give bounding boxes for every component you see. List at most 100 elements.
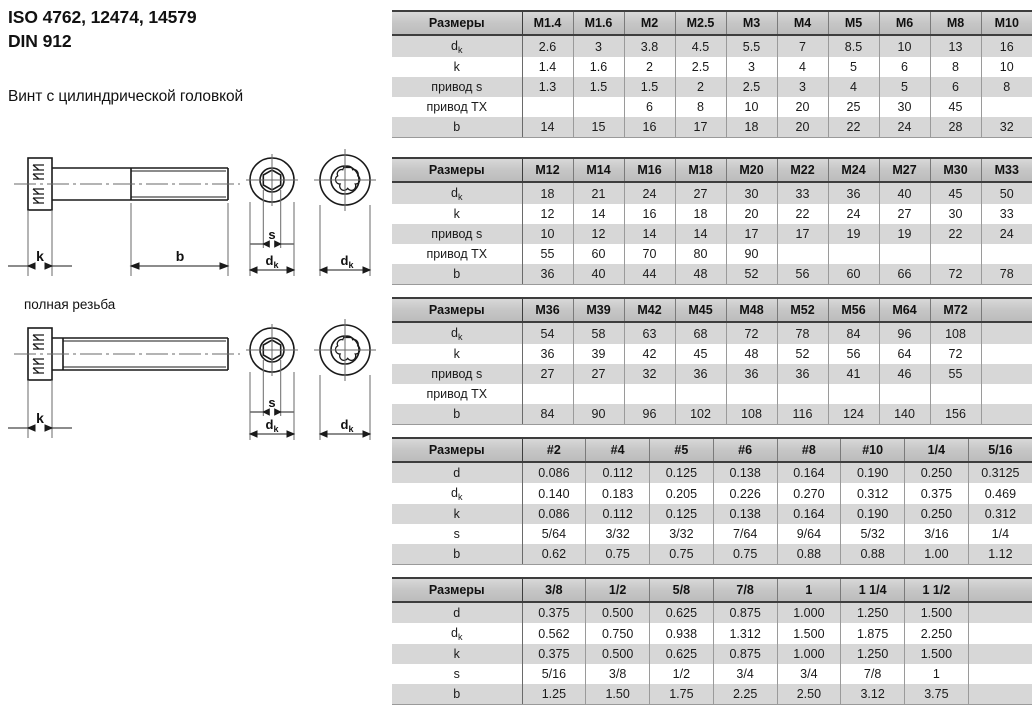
column-header-size: 1/4 xyxy=(904,437,969,463)
end-view-hex-socket-full xyxy=(246,324,298,376)
table-cell-empty xyxy=(573,384,625,404)
table-header-row: Размеры M12 M14 M16 M18 M20 M22 M24 M27 M30 M33 xyxy=(392,157,1032,183)
column-header-size: M12 xyxy=(522,157,574,183)
table-cell-value: 0.164 xyxy=(777,462,842,483)
table-row: dk 54 58 63 68 72 78 84 96 108 xyxy=(392,322,1032,344)
row-label: dk xyxy=(392,35,523,57)
row-label: привод TX xyxy=(392,384,523,404)
table-cell-value: 0.875 xyxy=(713,644,778,664)
table-cell-value: 8.5 xyxy=(828,35,880,57)
table-cell-value: 0.75 xyxy=(585,544,650,565)
table-cell-value: 0.62 xyxy=(522,544,587,565)
table-cell-value: 17 xyxy=(675,117,727,138)
table-cell-value: 18 xyxy=(675,204,727,224)
column-header-size: M16 xyxy=(624,157,676,183)
table-cell-empty xyxy=(930,244,982,264)
standard-title-line-1: ISO 4762, 12474, 14579 xyxy=(8,7,197,27)
column-header-size: M1.6 xyxy=(573,10,625,36)
column-header-size: M6 xyxy=(879,10,931,36)
table-cell-value: 0.138 xyxy=(713,462,778,483)
end-view-crosshair-full xyxy=(246,324,298,376)
table-cell-value: 1.250 xyxy=(840,644,905,664)
table-cell-value: 54 xyxy=(522,322,574,344)
table-cell-value: 45 xyxy=(675,344,727,364)
table-cell-value: 1.000 xyxy=(777,644,842,664)
dimension-k-group-full xyxy=(8,380,72,438)
table-cell-value: 2.250 xyxy=(904,623,969,644)
row-label: привод TX xyxy=(392,244,523,264)
document-title-block: ISO 4762, 12474, 14579 DIN 912 xyxy=(8,6,382,53)
table-cell-empty xyxy=(726,384,778,404)
table-cell-empty xyxy=(828,384,880,404)
dimension-s-group-full xyxy=(250,360,294,416)
table-cell-value: 78 xyxy=(981,264,1032,285)
table-row: b 36 40 44 48 52 56 60 66 72 78 xyxy=(392,264,1032,285)
table-header-row: Размеры M1.4 M1.6 M2 M2.5 M3 M4 M5 M6 M8 M10 xyxy=(392,10,1032,36)
table-cell-value: 66 xyxy=(879,264,931,285)
table-cell-value: 0.88 xyxy=(777,544,842,565)
table-row: dk 0.140 0.183 0.205 0.226 0.270 0.312 0.375 0.4… xyxy=(392,483,1032,504)
table-cell-value: 0.138 xyxy=(713,504,778,524)
dimension-dk-hex-group-full xyxy=(248,372,296,440)
table-cell-value: 15 xyxy=(573,117,625,138)
column-header-size: M2 xyxy=(624,10,676,36)
table-row: s 5/16 3/8 1/2 3/4 3/4 7/8 1 xyxy=(392,664,1032,684)
table-cell-value: 44 xyxy=(624,264,676,285)
row-label: dk xyxy=(392,322,523,344)
row-label: d xyxy=(392,602,523,623)
table-cell-value: 90 xyxy=(573,404,625,425)
table-cell-value: 0.190 xyxy=(840,504,905,524)
table-cell-value: 116 xyxy=(777,404,829,425)
table-cell-value: 0.190 xyxy=(840,462,905,483)
table-row: k 1.4 1.6 2 2.5 3 4 5 6 8 10 xyxy=(392,57,1032,77)
table-cell-value: 1.3 xyxy=(522,77,574,97)
column-header-size: M56 xyxy=(828,297,880,323)
table-cell-value: 4 xyxy=(777,57,829,77)
table-cell-value: 22 xyxy=(777,204,829,224)
table-cell-value: 0.500 xyxy=(585,602,650,623)
table-cell-value: 27 xyxy=(522,364,574,384)
table-cell-value: 12 xyxy=(573,224,625,244)
row-label: b xyxy=(392,264,523,285)
table-row: k 36 39 42 45 48 52 56 64 72 xyxy=(392,344,1032,364)
column-header-size: 3/8 xyxy=(522,577,587,603)
row-label: d xyxy=(392,462,523,483)
screw-drawing-partial-thread: k b xyxy=(8,149,376,276)
table-cell-value: 27 xyxy=(879,204,931,224)
table-cell-value: 63 xyxy=(624,322,676,344)
product-subtitle: Винт с цилиндрической головкой xyxy=(8,88,244,105)
column-header-size: M52 xyxy=(777,297,829,323)
table-cell-value: 36 xyxy=(675,364,727,384)
table-cell-value: 0.125 xyxy=(649,462,714,483)
table-cell-value: 33 xyxy=(981,204,1032,224)
table-cell-value: 48 xyxy=(675,264,727,285)
table-row: k 12 14 16 18 20 22 24 27 30 33 xyxy=(392,204,1032,224)
table-cell-value: 14 xyxy=(573,204,625,224)
table-cell-value: 0.125 xyxy=(649,504,714,524)
table-cell-value: 18 xyxy=(726,117,778,138)
table-cell-value: 3.8 xyxy=(624,35,676,57)
table-cell-value: 30 xyxy=(930,204,982,224)
dimension-b-group xyxy=(129,203,230,276)
table-cell-value: 40 xyxy=(573,264,625,285)
table-cell-value: 45 xyxy=(930,182,982,204)
table-cell-empty xyxy=(573,97,625,117)
table-cell-empty xyxy=(981,364,1032,384)
table-cell-value: 0.183 xyxy=(585,483,650,504)
table-cell-value: 1.6 xyxy=(573,57,625,77)
table-cell-value: 0.086 xyxy=(522,504,587,524)
table-cell-value: 0.112 xyxy=(585,504,650,524)
table-cell-empty xyxy=(981,404,1032,425)
table-cell-value: 102 xyxy=(675,404,727,425)
table-header-row: Размеры 3/8 1/2 5/8 7/8 1 1 1/4 1 1/2 xyxy=(392,577,1032,603)
column-header-size: #4 xyxy=(585,437,650,463)
table-cell-value: 1.50 xyxy=(585,684,650,705)
dimension-label-dk-hex: dk xyxy=(266,253,280,270)
table-cell-value: 1.75 xyxy=(649,684,714,705)
table-cell-value: 41 xyxy=(828,364,880,384)
table-cell-value: 8 xyxy=(930,57,982,77)
table-cell-value: 108 xyxy=(930,322,982,344)
table-cell-value: 5/32 xyxy=(840,524,905,544)
table-cell-value: 13 xyxy=(930,35,982,57)
table-cell-value: 30 xyxy=(879,97,931,117)
